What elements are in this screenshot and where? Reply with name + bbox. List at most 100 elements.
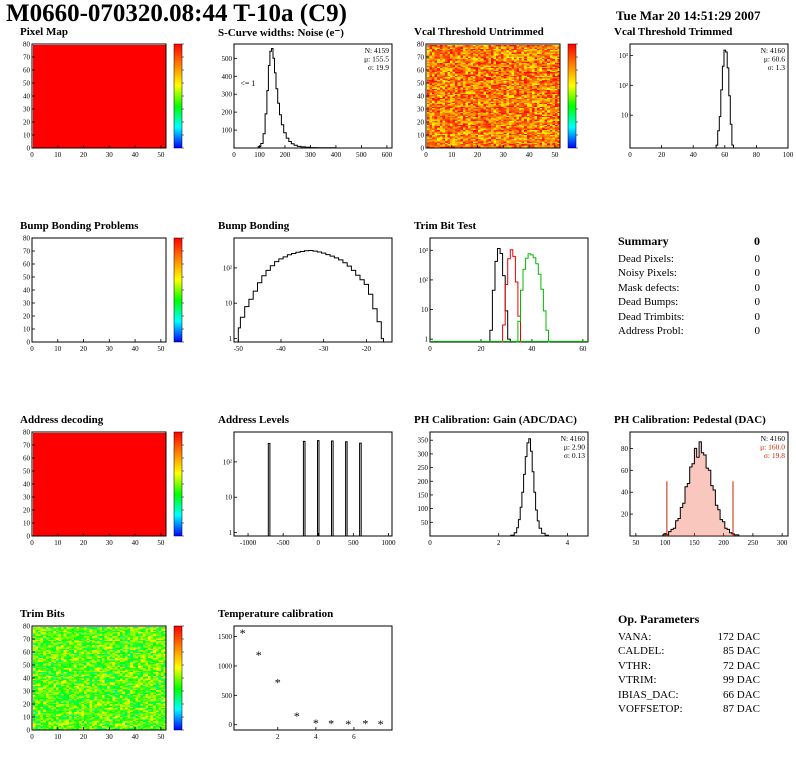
ph-gain-plot: 0 2 4 50 100 150 200 250 300 350 N: 4160 μ: 2.90 σ: …	[402, 428, 598, 552]
summary-row-value: 0	[754, 310, 761, 323]
svg-text:150: 150	[418, 491, 429, 499]
address-decoding-title: Address decoding	[20, 414, 104, 426]
svg-text:N: 4160: N: 4160	[761, 46, 786, 55]
scurve-noise-title: S-Curve widths: Noise (e⁻)	[218, 27, 344, 39]
svg-text:40: 40	[528, 345, 536, 353]
svg-text:0: 0	[229, 721, 233, 729]
svg-text:0: 0	[30, 345, 34, 353]
op-parameter-value: 72 DAC	[723, 659, 760, 672]
op-parameter-row: VTRIM: 99 DAC	[618, 673, 760, 688]
svg-text:1: 1	[229, 529, 233, 537]
svg-text:70: 70	[23, 442, 31, 450]
svg-text:σ: 0.13: σ: 0.13	[564, 451, 585, 460]
svg-text:100: 100	[660, 539, 671, 547]
svg-text:40: 40	[23, 675, 31, 683]
svg-text:6: 6	[352, 733, 356, 741]
svg-text:-500: -500	[277, 539, 290, 547]
svg-text:40: 40	[132, 539, 140, 547]
address-levels-plot: -1000 -500 0 500 1000 1 10 10²	[206, 428, 402, 552]
vcal-untrimmed-plot: 0 10 20 30 40 50 0 10 20 30 40 50 60 70 80	[402, 40, 598, 164]
svg-text:10²: 10²	[419, 276, 428, 284]
svg-text:0: 0	[428, 539, 432, 547]
svg-text:10: 10	[225, 494, 233, 502]
svg-text:30: 30	[23, 106, 31, 114]
svg-text:60: 60	[23, 67, 31, 75]
bump-bonding-panel: Bump Bonding -50 -40 -30 -20 1 10 10²	[206, 220, 402, 362]
svg-text:10: 10	[23, 714, 31, 722]
svg-text:σ: 19.8: σ: 19.8	[764, 451, 785, 460]
svg-text:*: *	[275, 675, 281, 689]
svg-text:-1000: -1000	[240, 539, 257, 547]
svg-text:*: *	[328, 717, 334, 731]
svg-text:0: 0	[30, 539, 34, 547]
svg-text:500: 500	[222, 692, 233, 700]
svg-text:30: 30	[106, 539, 114, 547]
address-levels-title: Address Levels	[218, 414, 289, 426]
svg-text:30: 30	[417, 106, 425, 114]
svg-text:200: 200	[280, 151, 291, 159]
svg-text:80: 80	[23, 235, 31, 243]
svg-text:10: 10	[225, 300, 233, 308]
svg-text:30: 30	[23, 494, 31, 502]
svg-text:100: 100	[783, 151, 794, 159]
temperature-calibration-title: Temperature calibration	[218, 608, 334, 620]
bump-bonding-problems-plot: 0 10 20 30 40 50 0 10 20 30 40 50 60 70 80	[8, 234, 204, 358]
svg-text:50: 50	[551, 151, 559, 159]
svg-text:300: 300	[418, 450, 429, 458]
svg-text:50: 50	[157, 345, 165, 353]
svg-text:20: 20	[23, 701, 31, 709]
svg-text:500: 500	[348, 539, 359, 547]
svg-text:1500: 1500	[218, 633, 233, 641]
svg-text:20: 20	[80, 539, 88, 547]
svg-text:10: 10	[54, 539, 62, 547]
svg-text:30: 30	[500, 151, 508, 159]
bump-bonding-plot: -50 -40 -30 -20 1 10 10²	[206, 234, 402, 358]
summary-row-value: 0	[754, 281, 761, 294]
svg-text:0: 0	[232, 151, 236, 159]
temperature-calibration-plot: 2 4 6 0 500 1000 1500 * * * * * * * * *	[206, 622, 402, 746]
svg-text:10: 10	[417, 132, 425, 140]
op-parameter-value: 172 DAC	[717, 630, 760, 643]
svg-text:10: 10	[23, 326, 31, 334]
svg-text:20: 20	[23, 313, 31, 321]
op-parameter-label: VANA:	[618, 630, 652, 643]
svg-text:20: 20	[23, 119, 31, 127]
svg-text:-20: -20	[362, 345, 372, 353]
svg-text:50: 50	[23, 80, 31, 88]
summary-row-label: Dead Trimbits:	[618, 310, 685, 323]
address-levels-panel: Address Levels -1000 -500 0 500 1000 1 10 10²	[206, 414, 402, 556]
op-parameter-label: VTRIM:	[618, 674, 657, 686]
svg-text:300: 300	[777, 539, 788, 547]
svg-text:50: 50	[23, 468, 31, 476]
ph-pedestal-plot: 50 100 150 200 250 300 20 40 60 80 N: 4160 μ: 160.0…	[602, 428, 796, 552]
vcal-trimmed-panel: Vcal Threshold Trimmed 0 20 40 60 80 100 10 10²…	[602, 26, 796, 168]
svg-text:4: 4	[566, 539, 570, 547]
svg-text:30: 30	[23, 300, 31, 308]
svg-text:20: 20	[417, 119, 425, 127]
svg-text:40: 40	[526, 151, 534, 159]
svg-text:1: 1	[229, 335, 233, 343]
svg-text:20: 20	[477, 345, 485, 353]
svg-text:σ: 1.3: σ: 1.3	[768, 63, 786, 72]
summary-title: Summary	[618, 234, 669, 248]
svg-text:10²: 10²	[619, 82, 628, 90]
trim-bits-panel: Trim Bits 0 10 20 30 40 50 0 10 20 30 40 50 60 70 80	[8, 608, 204, 750]
svg-text:600: 600	[382, 151, 393, 159]
summary-row-label: Noisy Pixels:	[618, 267, 677, 279]
svg-text:200: 200	[718, 539, 729, 547]
svg-text:60: 60	[23, 455, 31, 463]
svg-text:10³: 10³	[419, 247, 428, 255]
svg-text:350: 350	[418, 437, 429, 445]
trim-bits-title: Trim Bits	[20, 608, 65, 620]
svg-text:10²: 10²	[223, 264, 232, 272]
vcal-trimmed-title: Vcal Threshold Trimmed	[614, 26, 733, 38]
svg-text:0: 0	[30, 151, 34, 159]
svg-text:40: 40	[690, 151, 698, 159]
svg-text:60: 60	[721, 151, 729, 159]
svg-text:100: 100	[222, 127, 233, 135]
svg-text:*: *	[313, 716, 319, 730]
svg-text:40: 40	[132, 151, 140, 159]
op-parameter-row: VOFFSETOP: 87 DAC	[618, 702, 760, 717]
svg-text:50: 50	[157, 151, 165, 159]
